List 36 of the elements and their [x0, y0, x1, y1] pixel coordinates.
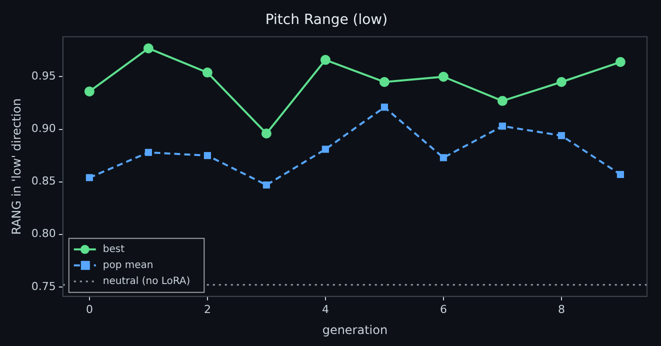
x-tick-label: 6 [440, 302, 447, 316]
x-tick-label: 4 [322, 302, 329, 316]
point [497, 96, 508, 106]
point [143, 43, 154, 54]
point [84, 86, 94, 96]
point [498, 122, 506, 130]
point [204, 152, 211, 160]
point [438, 72, 448, 82]
y-axis-title: RANG in 'low' direction [9, 98, 24, 235]
y-tick-label: 0.90 [31, 122, 56, 136]
x-axis-title: generation [322, 322, 388, 337]
x-tick-label: 0 [86, 302, 93, 316]
y-tick-label: 0.85 [31, 174, 56, 188]
ref-line-label: neutral (no LoRA) [102, 276, 190, 287]
point [261, 128, 272, 138]
point [616, 170, 624, 178]
chart-title: Pitch Range (low) [265, 12, 388, 28]
point [379, 76, 390, 87]
x-tick-label: 8 [558, 302, 565, 316]
y-tick-label: 0.95 [31, 70, 56, 83]
legend-label: best [102, 244, 125, 255]
point [262, 181, 270, 189]
point [202, 68, 212, 78]
point [86, 174, 93, 182]
x-tick-label: 2 [204, 302, 211, 316]
point [440, 154, 447, 162]
y-tick-label: 0.75 [31, 280, 56, 293]
point [556, 76, 566, 87]
point [615, 57, 626, 68]
point [558, 132, 565, 140]
point [380, 104, 388, 111]
legend-label: pop mean [102, 260, 154, 271]
point [322, 146, 329, 153]
point [144, 148, 152, 156]
y-tick-label: 0.80 [31, 227, 56, 240]
point [320, 54, 330, 65]
